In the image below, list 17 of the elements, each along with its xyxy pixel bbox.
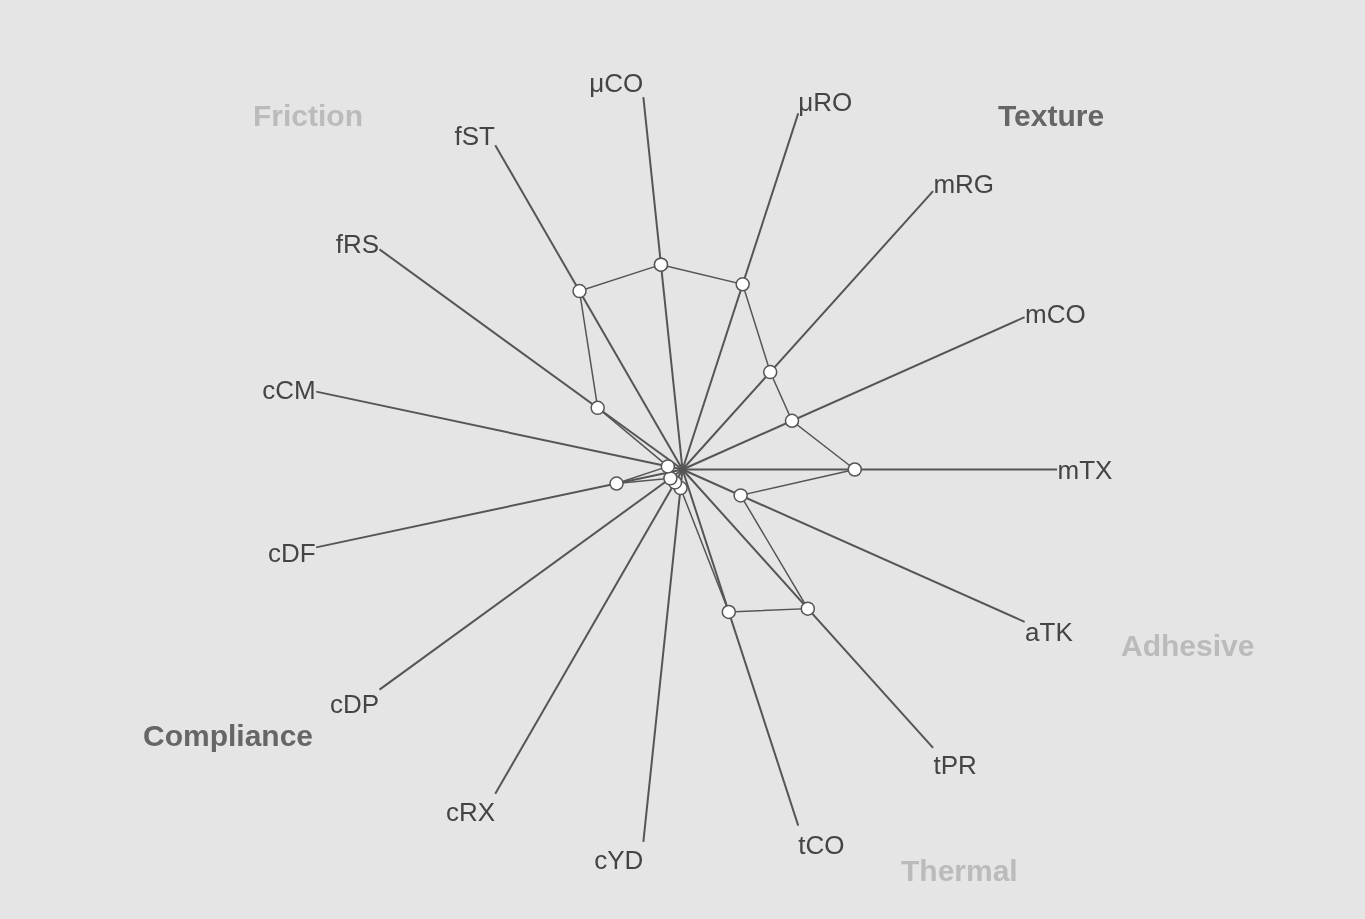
spoke-label: aTK bbox=[1025, 616, 1074, 647]
spoke-label: mRG bbox=[933, 169, 995, 200]
spoke-label: fST bbox=[454, 120, 496, 151]
spoke-label: mCO bbox=[1025, 299, 1086, 330]
spoke-label: tCO bbox=[798, 829, 845, 860]
spoke-label: cDF bbox=[268, 537, 316, 568]
spoke-label: mTX bbox=[1057, 454, 1113, 485]
spoke-label: fRS bbox=[335, 229, 380, 260]
spoke-label: μCO bbox=[589, 68, 644, 99]
text: Texture bbox=[998, 99, 1105, 132]
spoke-label: cYD bbox=[594, 845, 644, 876]
spoke-label: cRX bbox=[445, 797, 495, 828]
text: Compliance bbox=[143, 719, 314, 752]
spoke-label: μRO bbox=[798, 86, 853, 117]
spoke-label: tPR bbox=[933, 749, 977, 780]
spoke-label: cCM bbox=[262, 375, 316, 406]
spoke-label: cDP bbox=[329, 688, 380, 719]
